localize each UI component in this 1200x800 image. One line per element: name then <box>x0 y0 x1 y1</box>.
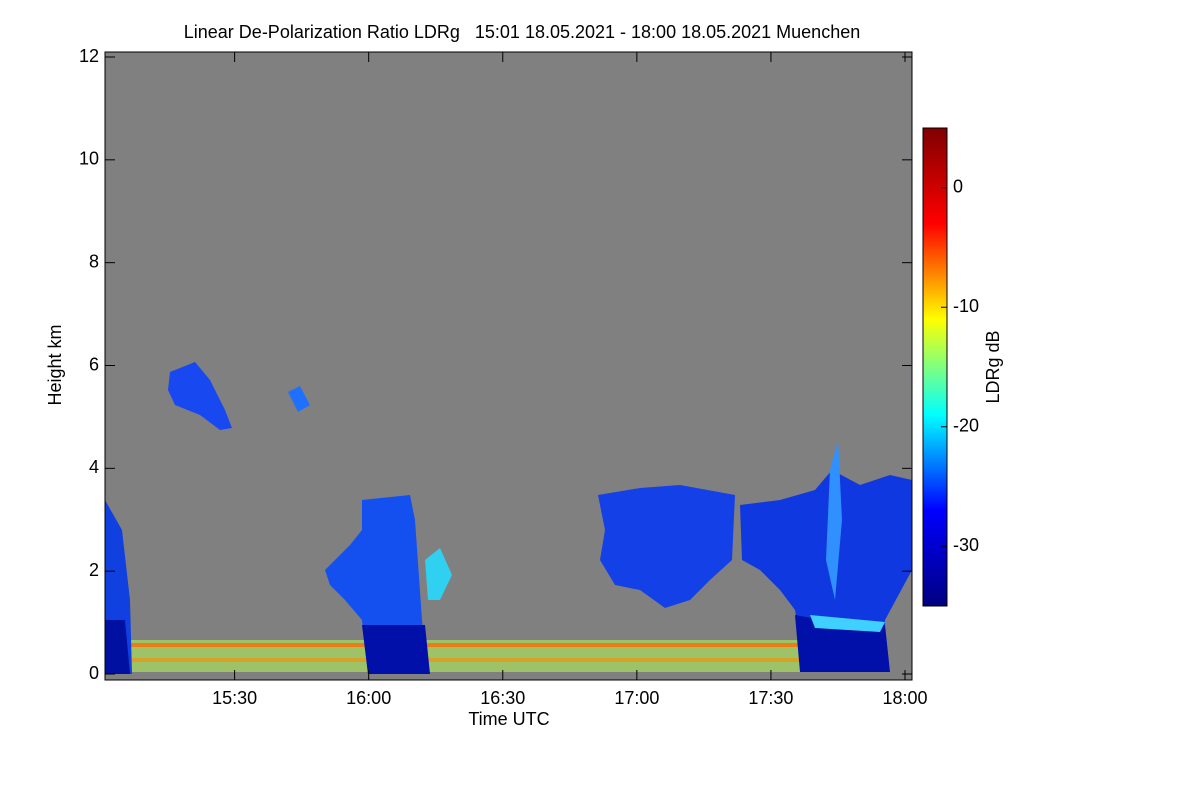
y-tick-label: 8 <box>89 251 99 271</box>
colorbar-tick-label: -30 <box>953 535 979 555</box>
x-tick-label: 16:30 <box>480 688 525 708</box>
x-tick-label: 15:30 <box>212 688 257 708</box>
y-axis-label: Height km <box>45 324 65 405</box>
echo-region <box>362 625 430 674</box>
echo-region <box>105 620 130 674</box>
echo-region <box>130 643 800 647</box>
colorbar-tick-label: -10 <box>953 296 979 316</box>
y-tick-label: 2 <box>89 560 99 580</box>
colorbar-tick-label: -20 <box>953 416 979 436</box>
x-tick-label: 17:30 <box>748 688 793 708</box>
x-tick-label: 17:00 <box>614 688 659 708</box>
y-tick-label: 0 <box>89 663 99 683</box>
echo-region <box>826 440 842 600</box>
y-tick-label: 6 <box>89 354 99 374</box>
echo-region <box>168 362 232 430</box>
chart-title: Linear De-Polarization Ratio LDRg 15:01 … <box>184 22 860 42</box>
x-axis-label: Time UTC <box>468 709 549 729</box>
echo-region <box>810 615 885 632</box>
colorbar-tick-label: 0 <box>953 177 963 197</box>
x-tick-label: 16:00 <box>346 688 391 708</box>
y-tick-label: 4 <box>89 457 99 477</box>
colorbar <box>922 127 948 607</box>
y-tick-label: 10 <box>79 149 99 169</box>
colorbar-label: LDRg dB <box>983 330 1003 403</box>
echo-regions <box>105 362 912 674</box>
y-tick-label: 12 <box>79 46 99 66</box>
x-tick-label: 18:00 <box>882 688 927 708</box>
echo-region <box>425 548 452 600</box>
echo-region <box>288 386 310 412</box>
echo-region <box>598 485 735 608</box>
echo-region <box>130 658 800 662</box>
echo-region <box>740 470 912 660</box>
